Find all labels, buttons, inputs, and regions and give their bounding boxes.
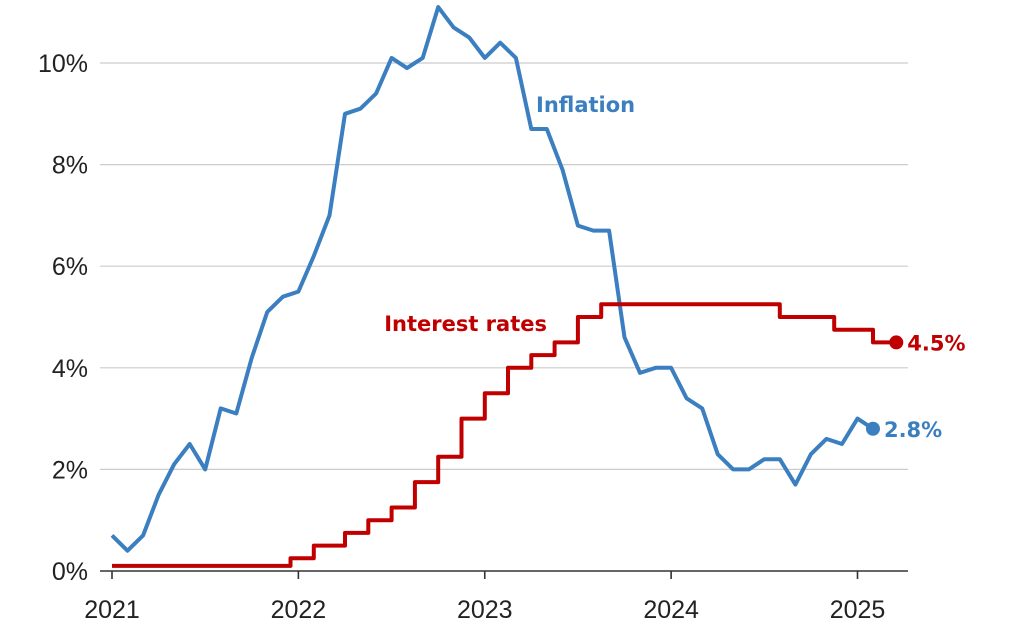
- series-lines: [110, 5, 904, 568]
- interest-rates-end-label: 4.5%: [907, 331, 965, 355]
- x-axis: [100, 570, 908, 579]
- inflation-end-marker: [865, 421, 880, 436]
- y-tick-label: 2%: [52, 456, 88, 484]
- inflation-end-label: 2.8%: [884, 418, 942, 442]
- gridlines: [100, 62, 908, 470]
- interest-rates-series-label: Interest rates: [384, 312, 547, 336]
- x-tick-label: 2025: [830, 596, 886, 624]
- x-tick-label: 2022: [271, 596, 327, 624]
- y-tick-label: 4%: [52, 355, 88, 383]
- y-axis-tick-labels: 0% 2% 4% 6% 8% 10%: [38, 50, 88, 586]
- inflation-series-label: Inflation: [536, 93, 635, 117]
- interest-rates-end-marker: [889, 335, 904, 350]
- x-tick-label: 2021: [84, 596, 140, 624]
- y-tick-label: 6%: [52, 253, 88, 281]
- x-tick-label: 2024: [643, 596, 699, 624]
- interest-rates-line: [112, 302, 897, 568]
- x-tick-label: 2023: [457, 596, 513, 624]
- series-labels: 2.8% 4.5% Inflation Interest rates: [384, 93, 965, 442]
- x-axis-tick-labels: 2021 2022 2023 2024 2025: [84, 596, 885, 624]
- y-tick-label: 0%: [52, 558, 88, 586]
- inflation-line: [110, 5, 875, 553]
- y-tick-label: 10%: [38, 50, 88, 78]
- y-tick-label: 8%: [52, 152, 88, 180]
